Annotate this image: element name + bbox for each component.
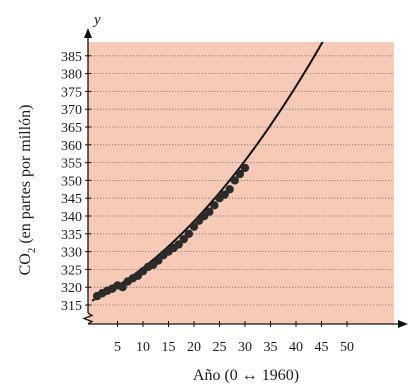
y-tick-label: 385 <box>61 50 82 65</box>
y-tick-label: 360 <box>61 139 82 154</box>
x-axis-arrow <box>398 320 408 328</box>
y-tick-label: 355 <box>61 157 82 172</box>
y-axis-letter: y <box>92 12 101 28</box>
y-tick-label: 375 <box>61 85 82 100</box>
y-tick-label: 335 <box>61 228 82 243</box>
x-tick-label: 40 <box>289 340 303 355</box>
x-tick-label: 45 <box>315 340 329 355</box>
y-tick-label: 345 <box>61 192 82 207</box>
x-axis-label: Año (0 ↔ 1960) <box>193 367 299 384</box>
data-point <box>220 190 229 199</box>
y-axis-label-subscript: 2 <box>26 248 38 254</box>
y-tick-label: 320 <box>61 281 82 296</box>
x-tick-label: 10 <box>136 340 150 355</box>
y-tick-label: 325 <box>61 263 82 278</box>
y-tick-label: 370 <box>61 103 82 118</box>
y-axis-break <box>82 312 94 325</box>
data-point <box>189 222 199 231</box>
y-tick-label: 380 <box>61 68 82 83</box>
data-point <box>240 163 250 173</box>
data-point <box>205 207 214 216</box>
y-tick-label: 350 <box>61 174 82 189</box>
data-point <box>235 169 245 179</box>
y-tick-label: 365 <box>61 121 82 136</box>
data-point <box>210 201 219 210</box>
data-point <box>118 283 127 292</box>
data-point <box>230 176 239 185</box>
y-axis-label: CO2 (en partes por millón) <box>17 105 38 276</box>
y-tick-label: 340 <box>61 210 82 225</box>
x-tick-label: 15 <box>162 340 176 355</box>
x-tick-label: 35 <box>264 340 278 355</box>
data-point <box>174 240 183 249</box>
x-tick-label: 50 <box>340 340 354 355</box>
data-point <box>225 185 234 194</box>
y-tick-label: 330 <box>61 246 82 261</box>
y-tick-label: 315 <box>61 299 82 314</box>
x-tick-label: 5 <box>114 340 121 355</box>
grid-lines <box>88 55 394 306</box>
data-point <box>154 256 163 265</box>
data-point <box>179 234 188 244</box>
y-axis-arrow <box>84 28 92 38</box>
data-point <box>184 229 194 238</box>
x-tick-label: 25 <box>213 340 227 355</box>
x-tick-label: 30 <box>238 340 252 355</box>
x-tick-label: 20 <box>187 340 201 355</box>
